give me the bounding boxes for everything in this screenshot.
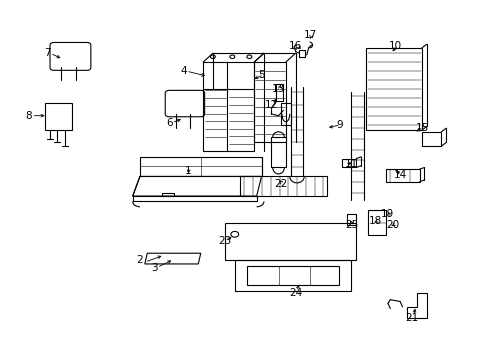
Text: 19: 19 <box>381 209 394 219</box>
Text: 22: 22 <box>274 179 287 189</box>
Bar <box>346 214 356 225</box>
Text: 14: 14 <box>393 170 406 180</box>
Text: 23: 23 <box>218 236 231 246</box>
Text: 9: 9 <box>335 120 342 130</box>
Text: 12: 12 <box>264 100 277 110</box>
Text: 16: 16 <box>288 41 302 51</box>
Text: 6: 6 <box>165 118 172 128</box>
Text: 15: 15 <box>414 123 427 133</box>
Text: 25: 25 <box>344 220 357 230</box>
Text: 10: 10 <box>388 41 401 51</box>
Text: 13: 13 <box>271 84 285 94</box>
Text: 11: 11 <box>344 159 357 169</box>
Text: 24: 24 <box>288 288 302 297</box>
Text: 20: 20 <box>386 220 399 230</box>
Text: 17: 17 <box>303 30 316 40</box>
Text: 18: 18 <box>368 216 382 226</box>
Text: 2: 2 <box>136 255 143 265</box>
Text: 7: 7 <box>44 48 51 58</box>
Text: 3: 3 <box>151 262 158 273</box>
Text: 21: 21 <box>405 312 418 323</box>
Bar <box>45 103 72 130</box>
Text: 1: 1 <box>185 166 191 176</box>
Text: 8: 8 <box>25 111 31 121</box>
Text: 5: 5 <box>258 69 264 80</box>
Text: 4: 4 <box>180 66 186 76</box>
